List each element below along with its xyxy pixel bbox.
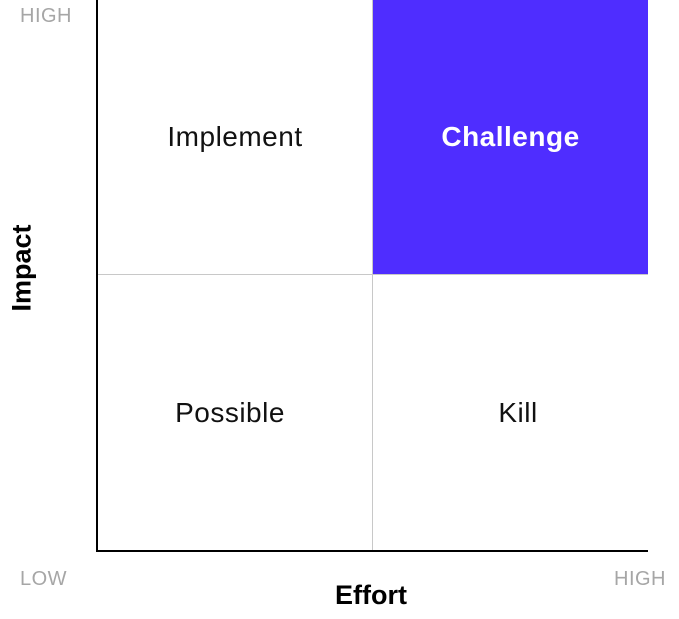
quadrant-kill-label: Kill — [498, 397, 538, 428]
x-axis-high-label: HIGH — [614, 568, 666, 590]
y-axis-high-label: HIGH — [20, 5, 72, 27]
challenge-quadrant-fill — [373, 0, 648, 274]
origin-low-label: LOW — [20, 568, 68, 590]
x-axis-title: Effort — [335, 580, 407, 610]
quadrant-kill: Kill — [373, 275, 663, 551]
quadrant-possible-label: Possible — [175, 397, 285, 428]
quadrant-challenge: Challenge — [373, 0, 648, 274]
quadrant-implement: Implement — [97, 0, 373, 274]
quadrant-possible: Possible — [97, 275, 363, 551]
y-axis-title: Impact — [6, 224, 37, 312]
quadrant-challenge-label: Challenge — [441, 121, 580, 152]
quadrant-implement-label: Implement — [167, 121, 303, 152]
y-axis-line — [96, 0, 98, 552]
horizontal-divider — [97, 274, 648, 275]
x-axis-line — [96, 550, 648, 552]
vertical-divider — [372, 0, 373, 551]
